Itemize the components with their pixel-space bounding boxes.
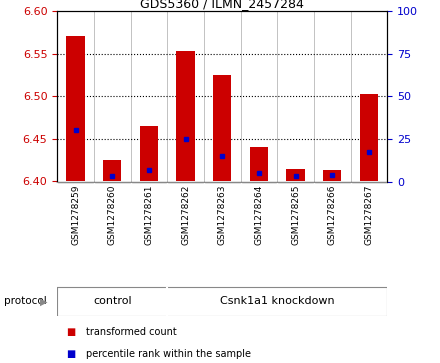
Text: ■: ■ <box>66 349 75 359</box>
Bar <box>213 75 231 182</box>
Bar <box>286 169 305 182</box>
Text: GSM1278266: GSM1278266 <box>328 185 337 245</box>
Bar <box>250 147 268 182</box>
Bar <box>103 160 121 182</box>
Title: GDS5360 / ILMN_2457284: GDS5360 / ILMN_2457284 <box>140 0 304 10</box>
Bar <box>360 94 378 182</box>
Text: GSM1278264: GSM1278264 <box>254 185 264 245</box>
Bar <box>66 36 85 182</box>
Text: GSM1278267: GSM1278267 <box>364 185 374 245</box>
Text: percentile rank within the sample: percentile rank within the sample <box>86 349 251 359</box>
Text: transformed count: transformed count <box>86 327 176 337</box>
Text: GSM1278263: GSM1278263 <box>218 185 227 245</box>
Text: GSM1278265: GSM1278265 <box>291 185 300 245</box>
Bar <box>323 170 341 182</box>
Text: GSM1278260: GSM1278260 <box>108 185 117 245</box>
Bar <box>140 126 158 182</box>
Text: Csnk1a1 knockdown: Csnk1a1 knockdown <box>220 296 334 306</box>
Text: GSM1278262: GSM1278262 <box>181 185 190 245</box>
Text: GSM1278261: GSM1278261 <box>144 185 154 245</box>
Bar <box>176 51 195 182</box>
Text: protocol: protocol <box>4 296 47 306</box>
Text: ▶: ▶ <box>40 296 47 306</box>
Text: ■: ■ <box>66 327 75 337</box>
Text: GSM1278259: GSM1278259 <box>71 185 80 245</box>
Text: control: control <box>93 296 132 306</box>
